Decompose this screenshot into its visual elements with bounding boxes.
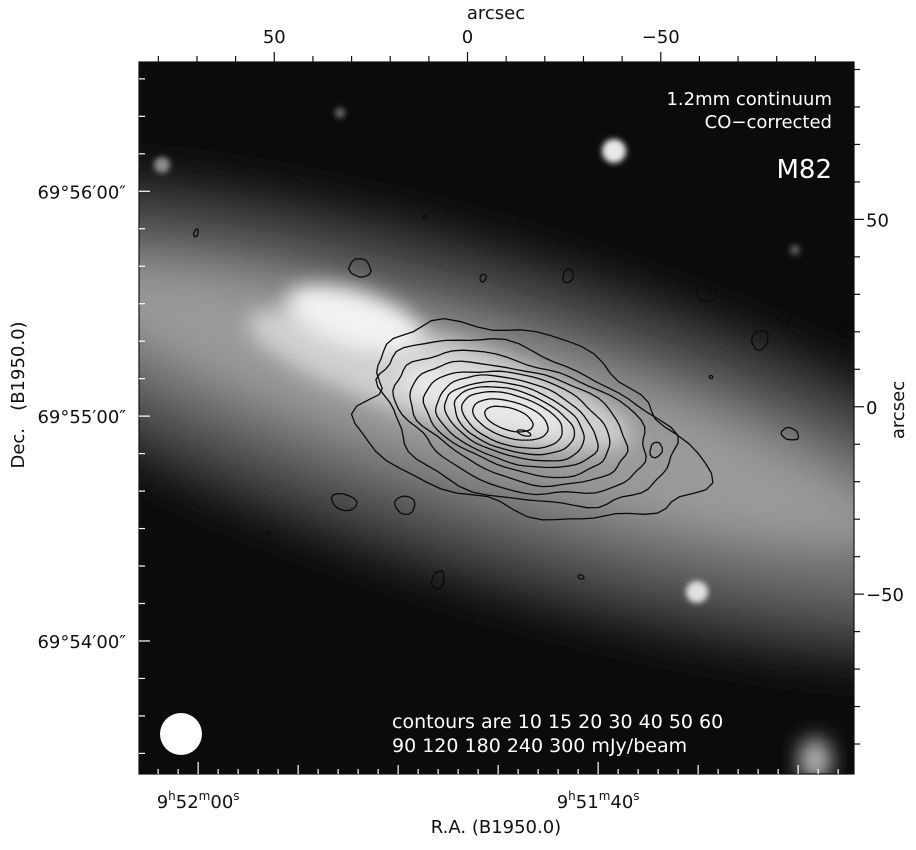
contour-level-30 xyxy=(409,360,629,488)
contour-blob xyxy=(837,321,849,339)
bottom-tick-label: 9h52m00s xyxy=(157,789,240,813)
right-tick-label: 0 xyxy=(866,398,877,419)
contour-level-180 xyxy=(472,398,549,441)
contour-level-60 xyxy=(443,380,585,462)
top-tick-label: −50 xyxy=(642,27,680,48)
x-axis-label: R.A. (B1950.0) xyxy=(431,817,561,838)
grayscale-galaxy-image xyxy=(139,62,854,774)
contour-level-300 xyxy=(516,429,532,437)
contour-blob xyxy=(794,687,800,693)
annotation-line-2: CO−corrected xyxy=(705,112,832,133)
contour-blob xyxy=(562,268,575,284)
contour-blob xyxy=(577,574,585,580)
contour-blob xyxy=(708,374,714,380)
contour-level-20 xyxy=(392,349,647,496)
contour-blob xyxy=(422,214,428,220)
contour-blob xyxy=(695,286,717,303)
annotation-line-1: 1.2mm continuum xyxy=(666,89,832,110)
contour-level-90 xyxy=(453,386,576,456)
contour-blob xyxy=(506,652,518,663)
contour-level-50 xyxy=(435,374,599,469)
contour-blob xyxy=(649,441,663,459)
left-tick-label: 69°54′00″ xyxy=(37,632,126,653)
top-axis-label: arcsec xyxy=(467,3,525,24)
contour-note-line-2: 90 120 180 240 300 mJy/beam xyxy=(392,735,687,757)
contour-blob xyxy=(479,273,487,283)
right-tick-label: −50 xyxy=(866,585,904,606)
contour-note-line-1: contours are 10 15 20 30 40 50 60 xyxy=(392,711,723,733)
y-axis-label: Dec. (B1950.0) xyxy=(8,321,29,468)
contour-lines xyxy=(192,214,849,693)
contour-level-10 xyxy=(350,317,714,521)
top-tick-label: 0 xyxy=(462,27,473,48)
contour-blob xyxy=(564,645,570,651)
axis-ticks xyxy=(139,52,864,774)
contour-blob xyxy=(777,310,791,326)
top-tick-label: 50 xyxy=(263,27,286,48)
contour-blob xyxy=(330,492,358,512)
right-tick-label: 50 xyxy=(866,210,889,231)
bottom-tick-label: 9h51m40s xyxy=(557,789,640,813)
left-tick-label: 69°55′00″ xyxy=(37,407,126,428)
left-tick-label: 69°56′00″ xyxy=(37,182,126,203)
contour-blob xyxy=(393,495,416,516)
contour-blob xyxy=(750,330,769,352)
right-tick-labels: 50 0 −50 xyxy=(866,210,904,606)
contour-blob xyxy=(347,258,372,278)
contour-blob xyxy=(430,570,445,590)
right-axis-label: arcsec xyxy=(888,381,909,439)
beam-marker xyxy=(160,713,202,755)
contour-level-240 xyxy=(484,405,534,433)
contour-level-15 xyxy=(375,338,679,509)
contour-level-40 xyxy=(422,370,611,479)
plot-frame xyxy=(138,61,855,775)
contour-level-120 xyxy=(460,391,563,450)
contour-blob xyxy=(780,426,800,441)
galaxy-title: M82 xyxy=(776,155,832,185)
top-tick-labels: 50 0 −50 xyxy=(263,27,680,48)
bottom-tick-labels: 9h52m00s 9h51m40s xyxy=(157,789,640,813)
left-tick-labels: 69°56′00″ 69°55′00″ 69°54′00″ xyxy=(37,182,126,653)
contour-blob xyxy=(265,530,271,536)
contour-blob xyxy=(192,228,199,238)
